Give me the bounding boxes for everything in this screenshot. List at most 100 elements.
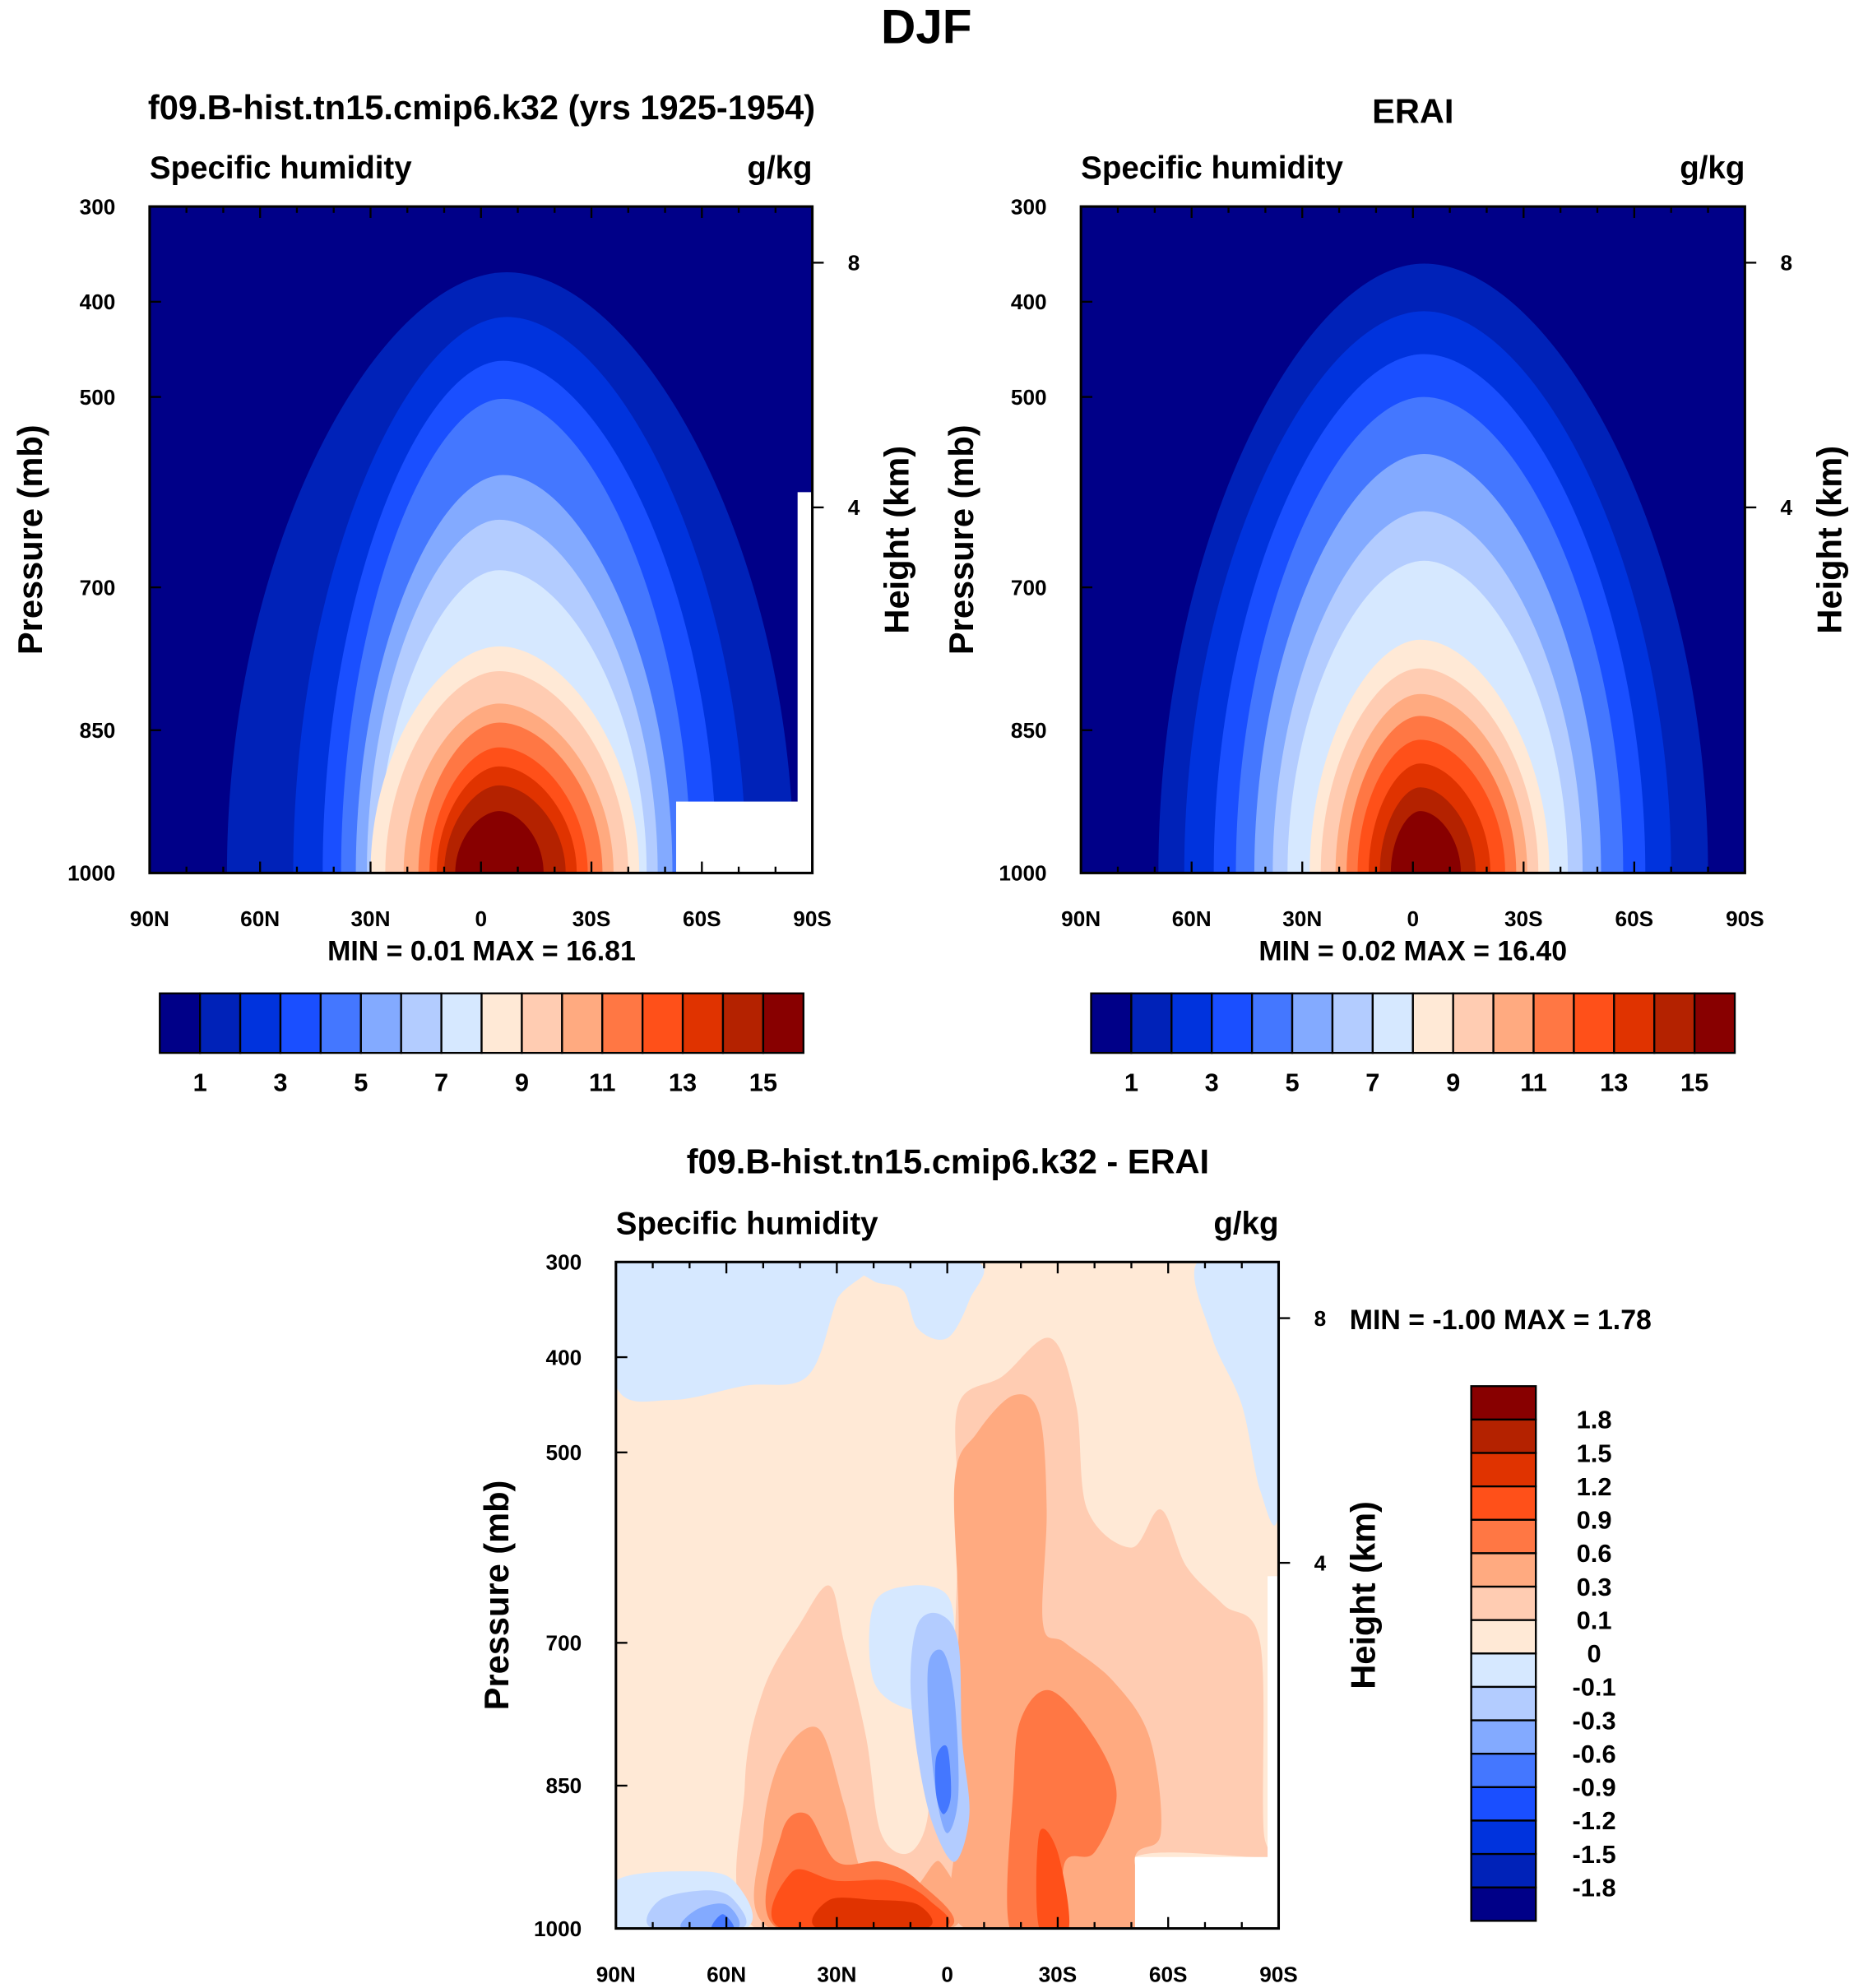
panel-title: f09.B-hist.tn15.cmip6.k32 - ERAI: [687, 1142, 1209, 1180]
colorbar-label: 15: [749, 1068, 777, 1096]
x-tick-label: 60S: [1149, 1962, 1188, 1986]
left-string: Specific humidity: [1081, 151, 1343, 186]
x-tick-label: 60N: [1172, 906, 1212, 931]
left-string: Specific humidity: [150, 151, 412, 186]
colorbar-box: [601, 992, 644, 1054]
colorbar-box: [1470, 1886, 1537, 1922]
colorbar-box: [1452, 992, 1495, 1054]
units-label: g/kg: [1680, 151, 1745, 186]
colorbar-label: -0.1: [1573, 1673, 1616, 1702]
panel-title: ERAI: [1372, 91, 1453, 130]
contour-region: [812, 1898, 933, 1929]
colorbar-box: [400, 992, 443, 1054]
colorbar-box: [1470, 1385, 1537, 1421]
colorbar-label: 5: [1285, 1068, 1299, 1096]
height-tick-label: 4: [1314, 1550, 1327, 1575]
y-tick-label: 300: [80, 194, 116, 219]
colorbar-label: 0.9: [1577, 1506, 1612, 1535]
missing-data-region: [1268, 1576, 1279, 1860]
colorbar-label: -1.5: [1573, 1840, 1616, 1869]
colorbar-box: [1573, 992, 1615, 1054]
y-tick-label: 1000: [534, 1916, 582, 1941]
colorbar-box: [1211, 992, 1254, 1054]
contour-region: [1036, 1828, 1070, 1929]
colorbar-box: [1470, 1552, 1537, 1588]
contour-region: [853, 1262, 985, 1340]
height-tick-label: 8: [848, 251, 860, 276]
min-max-label: MIN = 0.01 MAX = 16.81: [327, 936, 636, 967]
contour-level-15: [1390, 811, 1462, 874]
y-tick-label: 1000: [67, 861, 115, 886]
x-tick-label: 60S: [683, 906, 721, 931]
colorbar-label: -0.9: [1573, 1773, 1616, 1802]
colorbar-label: 1.2: [1577, 1472, 1612, 1501]
min-max-label: MIN = -1.00 MAX = 1.78: [1350, 1304, 1652, 1336]
colorbar: 1 3 5 7 9 11 13 15: [1090, 992, 1736, 1096]
colorbar-box: [1250, 992, 1294, 1054]
colorbar-label: 7: [434, 1068, 448, 1096]
x-tick-label: 0: [1407, 906, 1419, 931]
height-tick-label: 8: [1314, 1306, 1327, 1331]
height-tick-label: 4: [1781, 495, 1793, 520]
units-label: g/kg: [1213, 1206, 1278, 1241]
missing-data-region: [797, 492, 813, 804]
colorbar-label: 9: [515, 1068, 529, 1096]
y-tick-label: 400: [1011, 290, 1047, 314]
colorbar: 1.8 1.5 1.2 0.9 0.6 0.3 0.1 0 -0.1 -0.3 -0.6 -0.9 -1…: [1470, 1385, 1616, 1922]
colorbar-label: -0.3: [1573, 1706, 1616, 1735]
colorbar-label: -0.6: [1573, 1740, 1616, 1768]
colorbar-box: [1291, 992, 1334, 1054]
contour-level-15: [455, 811, 544, 874]
contour-region: [615, 1262, 869, 1402]
panel-1: 90N 60N 30N 0 30S 60S 90S 300 400 500 700 850 1000 8 4…: [11, 88, 916, 1097]
colorbar-box: [480, 992, 523, 1054]
colorbar-box: [1653, 992, 1696, 1054]
colorbar-label: 0.3: [1577, 1573, 1612, 1601]
colorbar-box: [1470, 1685, 1537, 1722]
colorbar-box: [561, 992, 604, 1054]
colorbar-label: 7: [1365, 1068, 1379, 1096]
x-tick-label: 0: [475, 906, 487, 931]
x-tick-label: 60N: [240, 906, 280, 931]
colorbar-label: 1.8: [1577, 1406, 1612, 1434]
colorbar-box: [521, 992, 563, 1054]
y-tick-label: 300: [1011, 194, 1047, 219]
x-tick-label: 60N: [707, 1962, 746, 1986]
colorbar-label: 0.1: [1577, 1606, 1612, 1634]
colorbar-box: [1492, 992, 1535, 1054]
colorbar-box: [1470, 1786, 1537, 1822]
colorbar-box: [1470, 1652, 1537, 1689]
y-axis-label-right: Height (km): [1810, 446, 1848, 634]
colorbar-box: [159, 992, 202, 1054]
y-tick-label: 500: [546, 1440, 582, 1465]
colorbar-box: [198, 992, 242, 1054]
colorbar-label: 15: [1680, 1068, 1708, 1096]
panel-title: f09.B-hist.tn15.cmip6.k32 (yrs 1925-1954…: [148, 88, 815, 127]
contour-region: [1194, 1262, 1279, 1526]
colorbar-label: 13: [1600, 1068, 1628, 1096]
left-string: Specific humidity: [616, 1206, 878, 1241]
x-tick-label: 30N: [817, 1962, 856, 1986]
y-tick-label: 400: [546, 1345, 582, 1369]
y-tick-label: 500: [1011, 385, 1047, 410]
y-tick-label: 700: [80, 575, 116, 600]
units-label: g/kg: [747, 151, 812, 186]
contour-region: [934, 1745, 952, 1814]
colorbar-label: 1.5: [1577, 1439, 1612, 1467]
colorbar-box: [279, 992, 322, 1054]
colorbar-label: 5: [354, 1068, 368, 1096]
colorbar-label: -1.8: [1573, 1874, 1616, 1902]
x-tick-label: 30N: [350, 906, 390, 931]
y-axis-label: Pressure (mb): [11, 424, 49, 655]
x-tick-label: 90N: [596, 1962, 636, 1986]
x-tick-label: 30S: [572, 906, 611, 931]
y-tick-label: 700: [1011, 575, 1047, 600]
panel-2: 90N 60N 30N 0 30S 60S 90S 300 400 500 700 850 1000 8 4…: [942, 91, 1848, 1096]
colorbar-label: 13: [669, 1068, 697, 1096]
colorbar-box: [721, 992, 765, 1054]
x-tick-label: 30S: [1039, 1962, 1078, 1986]
x-tick-label: 90N: [1061, 906, 1101, 931]
colorbar-label: 0: [1587, 1639, 1601, 1668]
y-tick-label: 850: [1011, 718, 1047, 743]
